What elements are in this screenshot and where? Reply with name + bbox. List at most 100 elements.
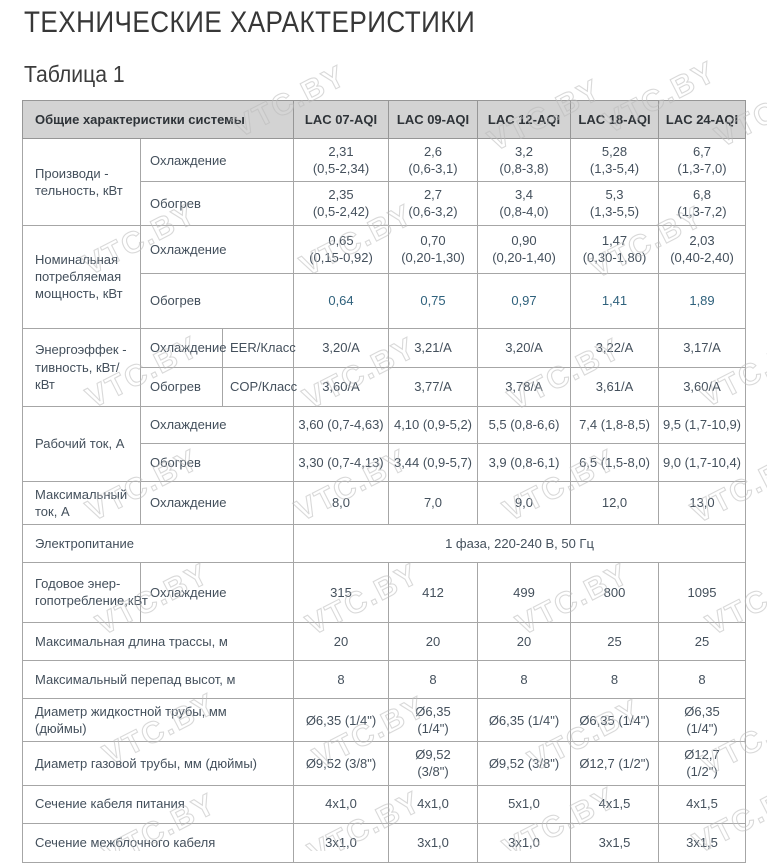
spec-value: 0,64 xyxy=(293,272,389,329)
spec-value: 6,8 (1,3-7,2) xyxy=(658,181,746,226)
spec-value: 5х1,0 xyxy=(477,784,571,824)
spec-label: Диаметр газовой трубы, мм (дюймы) xyxy=(22,741,294,786)
spec-value: 8 xyxy=(658,659,746,699)
spec-value: 2,35 (0,5-2,42) xyxy=(293,181,389,226)
spec-value: 1095 xyxy=(658,561,746,623)
table-row: Максимальная длина трассы, м 20 20 20 25… xyxy=(22,621,746,661)
spec-label: Сечение кабеля питания xyxy=(22,784,294,824)
spec-value: 412 xyxy=(388,561,478,623)
table-row: Обогрев COP/Класс 3,60/A 3,77/A 3,78/A 3… xyxy=(23,366,746,407)
spec-value: 8,0 xyxy=(293,480,389,525)
spec-value: 3,78/A xyxy=(477,366,571,407)
spec-value: 2,6 (0,6-3,1) xyxy=(388,137,478,183)
spec-value: Ø6,35 (1/4") xyxy=(477,697,571,743)
table-row: Диаметр жидкостной трубы, мм (дюймы) Ø6,… xyxy=(22,697,746,743)
table-row: Диаметр газовой трубы, мм (дюймы) Ø9,52 … xyxy=(22,741,746,786)
spec-value: Ø6,35 (1/4") xyxy=(293,697,389,743)
spec-value: 3х1,0 xyxy=(293,822,389,863)
column-header-lac-18-aqi: LAC 18-AQI xyxy=(570,100,659,139)
spec-value: 25 xyxy=(658,621,746,661)
spec-value: 499 xyxy=(477,561,571,623)
page-title: ТЕХНИЧЕСКИЕ ХАРАКТЕРИСТИКИ xyxy=(24,6,476,39)
spec-sublabel: Обогрев xyxy=(140,442,294,482)
spec-value: 3,17/A xyxy=(658,327,746,368)
column-header-lac-09-aqi: LAC 09-AQI xyxy=(388,100,478,139)
spec-value: 5,5 (0,8-6,6) xyxy=(477,405,571,444)
table-row: Обогрев 0,64 0,75 0,97 1,41 1,89 xyxy=(23,272,746,329)
spec-value: 3,60/A xyxy=(658,366,746,407)
column-header-lac-07-aqi: LAC 07-AQI xyxy=(293,100,389,139)
table-caption: Таблица 1 xyxy=(24,61,125,87)
spec-label: Максимальный ток, А xyxy=(22,480,141,525)
spec-value: 3,21/A xyxy=(388,327,478,368)
spec-sublabel: COP/Класс xyxy=(222,366,297,407)
spec-value: 12,0 xyxy=(570,480,659,525)
spec-value: 800 xyxy=(570,561,659,623)
spec-label: Производи - тельность, кВт xyxy=(22,138,141,226)
spec-value: 0,65 (0,15-0,92) xyxy=(293,224,389,274)
spec-value: 6,5 (1,5-8,0) xyxy=(570,442,659,482)
column-header-general: Общие характеристики системы xyxy=(22,100,294,139)
spec-value: 1,47 (0,30-1,80) xyxy=(570,224,659,274)
spec-sublabel: Охлаждение xyxy=(140,327,226,368)
spec-value: 8 xyxy=(388,659,478,699)
spec-value: 1,89 xyxy=(658,272,746,329)
spec-value: Ø9,52 (3/8") xyxy=(293,741,389,786)
spec-value: Ø12,7 (1/2") xyxy=(658,741,746,786)
spec-value: 13,0 xyxy=(658,480,746,525)
spec-value: 3,60 (0,7-4,63) xyxy=(293,405,389,444)
spec-value: 20 xyxy=(477,621,571,661)
header-row: Общие характеристики системы LAC 07-AQI … xyxy=(22,100,746,139)
spec-label: Максимальный перепад высот, м xyxy=(22,659,294,699)
column-header-lac-12-aqi: LAC 12-AQI xyxy=(477,100,571,139)
spec-value: 25 xyxy=(570,621,659,661)
spec-value: 20 xyxy=(293,621,389,661)
spec-sublabel: Обогрев xyxy=(140,366,223,407)
spec-label: Энергоэффек - тивность, кВт/кВт xyxy=(22,327,141,407)
column-header-lac-24-aqi: LAC 24-AQI xyxy=(658,100,746,139)
spec-value: 1,41 xyxy=(570,272,659,329)
spec-value: 3,22/A xyxy=(570,327,659,368)
spec-value: 4,10 (0,9-5,2) xyxy=(388,405,478,444)
spec-value: 3,60/A xyxy=(293,366,389,407)
spec-value: Ø6,35 (1/4") xyxy=(570,697,659,743)
spec-value: 3,2 (0,8-3,8) xyxy=(477,137,571,183)
spec-label: Диаметр жидкостной трубы, мм (дюймы) xyxy=(22,697,294,743)
spec-value: 6,7 (1,3-7,0) xyxy=(658,137,746,183)
spec-value: 3,4 (0,8-4,0) xyxy=(477,181,571,226)
table-row: Сечение межблочного кабеля 3х1,0 3х1,0 3… xyxy=(22,822,746,863)
spec-label: Сечение межблочного кабеля xyxy=(22,822,294,863)
spec-value: 3х1,0 xyxy=(477,822,571,863)
spec-sublabel: Обогрев xyxy=(140,272,294,329)
spec-value: 3х1,0 xyxy=(388,822,478,863)
spec-value: 1 фаза, 220-240 В, 50 Гц xyxy=(293,523,746,563)
spec-value: 4х1,0 xyxy=(293,784,389,824)
spec-value: 3,61/A xyxy=(570,366,659,407)
spec-value: 3,30 (0,7-4,13) xyxy=(293,442,389,482)
spec-value: 8 xyxy=(570,659,659,699)
spec-value: 0,75 xyxy=(388,272,478,329)
spec-sublabel: Охлаждение xyxy=(140,137,294,183)
spec-label: Рабочий ток, А xyxy=(22,405,141,482)
spec-value: Ø9,52 (3/8") xyxy=(477,741,571,786)
spec-value: 315 xyxy=(293,561,389,623)
spec-value: 0,97 xyxy=(477,272,571,329)
spec-value: 3х1,5 xyxy=(658,822,746,863)
table-row: Номинальная потребляемая мощность, кВт О… xyxy=(22,224,746,329)
spec-sublabel: Обогрев xyxy=(140,181,294,226)
table-row: Электропитание 1 фаза, 220-240 В, 50 Гц xyxy=(22,523,746,563)
spec-value: 0,90 (0,20-1,40) xyxy=(477,224,571,274)
spec-value: 3,20/A xyxy=(477,327,571,368)
spec-value: 2,03 (0,40-2,40) xyxy=(658,224,746,274)
spec-value: 4х1,5 xyxy=(570,784,659,824)
spec-sublabel: Охлаждение xyxy=(140,224,294,274)
spec-label: Электропитание xyxy=(22,523,294,563)
table-row: Сечение кабеля питания 4х1,0 4х1,0 5х1,0… xyxy=(22,784,746,824)
spec-value: 4х1,5 xyxy=(658,784,746,824)
spec-value: Ø6,35 (1/4") xyxy=(658,697,746,743)
table-row: Годовое энер- гопотребление,кВт Охлажден… xyxy=(22,561,746,623)
spec-value: 7,0 xyxy=(388,480,478,525)
table-row: Энергоэффек - тивность, кВт/кВт Охлажден… xyxy=(22,327,746,407)
spec-value: 3,9 (0,8-6,1) xyxy=(477,442,571,482)
